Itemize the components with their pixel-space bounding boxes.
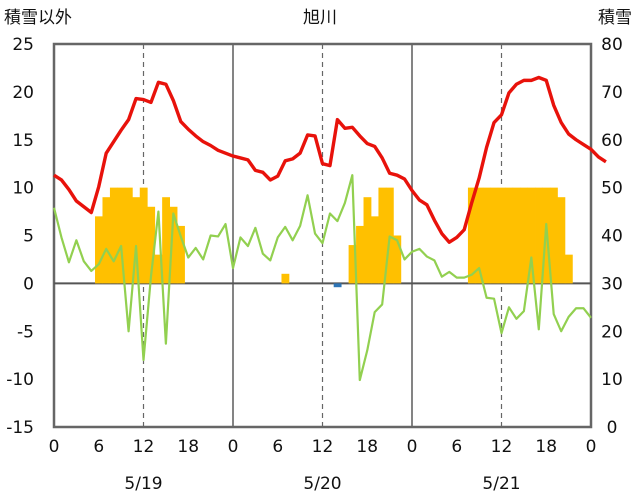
y-left-tick-label: 0 — [23, 274, 34, 294]
chart-title: 旭川 — [303, 8, 337, 28]
snowfall-bar — [154, 254, 163, 284]
y-left-tick-label: 10 — [12, 179, 34, 199]
right-axis-label: 積雪 — [598, 8, 632, 28]
snowfall-bar — [527, 187, 536, 284]
temperature-line — [53, 75, 607, 244]
snowfall-bar — [348, 245, 357, 284]
snowfall-bar — [281, 273, 290, 284]
snowfall-bar — [467, 187, 476, 284]
snowfall-bar — [512, 187, 521, 284]
y-right-tick-label: 80 — [601, 35, 623, 55]
day-label: 5/21 — [482, 474, 520, 494]
x-tick-label: 0 — [228, 437, 239, 457]
snowfall-bar — [520, 187, 529, 284]
y-left-tick-label: 20 — [12, 83, 34, 103]
x-tick-label: 12 — [312, 437, 334, 457]
snowfall-bars — [95, 187, 573, 288]
y-left-tick-label: 15 — [12, 131, 34, 151]
y-right-tick-label: 50 — [601, 179, 623, 199]
y-left-tick-label: 5 — [23, 227, 34, 247]
snowfall-bar — [557, 197, 566, 284]
x-tick-label: 18 — [535, 437, 557, 457]
y-left-tick-label: 25 — [12, 35, 34, 55]
x-tick-label: 6 — [272, 437, 283, 457]
snowfall-bar — [363, 197, 372, 284]
snowfall-bar — [497, 187, 506, 284]
day-label: 5/20 — [303, 474, 341, 494]
snowfall-bar — [147, 206, 156, 284]
x-tick-label: 6 — [93, 437, 104, 457]
x-tick-label: 12 — [491, 437, 513, 457]
x-tick-label: 18 — [356, 437, 378, 457]
x-tick-label: 0 — [49, 437, 60, 457]
x-tick-label: 18 — [177, 437, 199, 457]
snowfall-bar — [356, 225, 364, 284]
snowfall-bar — [370, 216, 379, 284]
x-tick-label: 0 — [407, 437, 418, 457]
snowfall-bar — [95, 216, 103, 284]
snowfall-bar — [124, 187, 133, 284]
y-right-tick-label: 20 — [601, 322, 623, 342]
snowfall-bar — [393, 235, 402, 284]
snowfall-bar — [490, 187, 499, 284]
y-right-tick-label: 40 — [601, 227, 623, 247]
snowfall-bar — [139, 187, 148, 284]
snowfall-bar — [333, 283, 342, 288]
snowfall-bar — [482, 187, 491, 284]
y-right-tick-label: 30 — [601, 274, 623, 294]
snowfall-bar — [535, 187, 543, 284]
x-tick-label: 6 — [451, 437, 462, 457]
snowfall-bar — [564, 254, 573, 284]
day-label: 5/19 — [124, 474, 162, 494]
x-tick-label: 0 — [586, 437, 597, 457]
snowfall-bar — [132, 197, 141, 284]
snowfall-bar — [162, 197, 171, 284]
series-lines — [52, 75, 607, 382]
snowfall-bar — [169, 206, 178, 284]
y-left-tick-label: -15 — [6, 418, 34, 438]
snowfall-bar — [177, 225, 185, 284]
snowfall-bar — [102, 197, 111, 284]
y-right-tick-label: 70 — [601, 83, 623, 103]
snowfall-bar — [505, 187, 514, 284]
y-left-tick-label: -10 — [6, 370, 34, 390]
y-right-tick-label: 60 — [601, 131, 623, 151]
y-left-tick-label: -5 — [17, 322, 34, 342]
y-right-tick-label: 0 — [607, 418, 618, 438]
x-tick-label: 12 — [133, 437, 155, 457]
green-series-line — [52, 174, 592, 382]
snowfall-bar — [475, 187, 484, 284]
snowfall-bar — [378, 187, 387, 284]
snowfall-bar — [549, 187, 558, 284]
snowfall-bar — [117, 187, 126, 284]
snowfall-bar — [109, 187, 118, 284]
y-right-tick-label: 10 — [601, 370, 623, 390]
left-axis-label: 積雪以外 — [4, 8, 72, 28]
